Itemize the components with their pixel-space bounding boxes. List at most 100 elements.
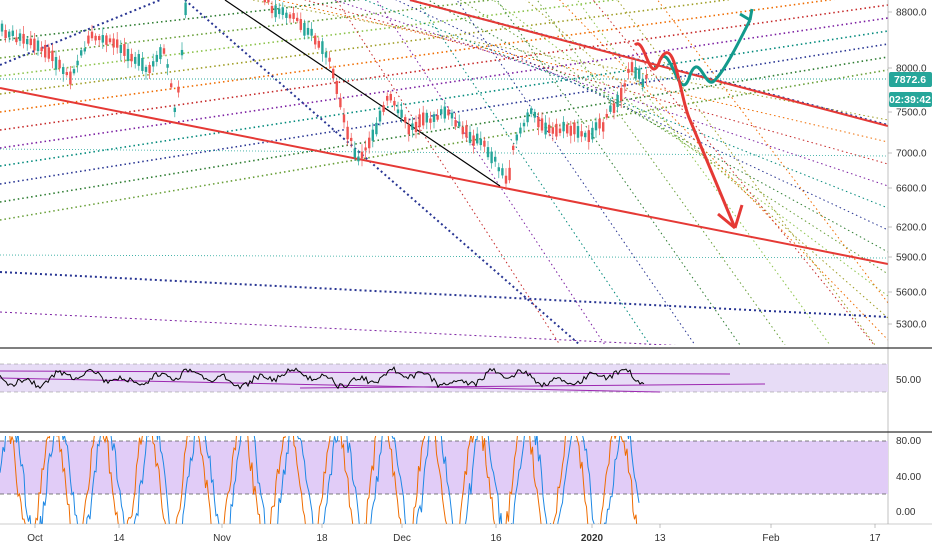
candle-body xyxy=(303,23,306,36)
candle-body xyxy=(296,17,299,22)
candle-body xyxy=(101,35,104,43)
candle-body xyxy=(33,38,36,51)
candle-body xyxy=(382,105,385,112)
candle-body xyxy=(148,64,151,74)
candle-body xyxy=(159,47,162,60)
candle-body xyxy=(533,111,536,118)
candle-body xyxy=(144,66,148,72)
candle-body xyxy=(51,50,54,62)
candle-body xyxy=(479,138,482,146)
candle-body xyxy=(119,44,122,53)
time-tick-label: 2020 xyxy=(581,533,604,544)
candle-body xyxy=(476,133,479,144)
candle-body xyxy=(497,167,500,172)
candle-body xyxy=(80,50,83,56)
candle-body xyxy=(299,19,302,30)
candle-body xyxy=(328,57,331,62)
candle-body xyxy=(465,125,468,138)
time-tick-label: Dec xyxy=(393,533,411,544)
candle-body xyxy=(620,88,623,101)
candle-body xyxy=(54,57,58,70)
candle-body xyxy=(522,122,526,127)
candle-body xyxy=(483,140,486,147)
candle-body xyxy=(116,39,119,48)
candle-body xyxy=(134,56,137,64)
candle-body xyxy=(447,109,450,116)
candle-body xyxy=(425,112,428,123)
candle-body xyxy=(342,114,346,123)
price-axis: 8800.0 8000.0 7500.0 7000.0 6600.0 6200.0 5900… xyxy=(887,0,927,524)
candle-body xyxy=(616,94,619,107)
rsi-line xyxy=(0,366,645,390)
candle-body xyxy=(634,67,637,79)
candle-body xyxy=(152,61,155,67)
candle-body xyxy=(396,109,400,114)
price-tick-label: 5300.0 xyxy=(896,320,927,331)
candle-body xyxy=(22,33,25,44)
candle-body xyxy=(562,121,565,132)
candle-body xyxy=(602,122,605,132)
candle-body xyxy=(173,107,176,113)
candle-body xyxy=(440,109,443,115)
candle-body xyxy=(105,35,108,45)
candle-body xyxy=(339,98,342,108)
candle-body xyxy=(47,47,50,59)
candle-body xyxy=(472,135,475,146)
candle-body xyxy=(645,74,648,79)
candle-body xyxy=(573,122,576,135)
candle-body xyxy=(108,38,112,43)
candle-body xyxy=(526,112,529,123)
candle-body xyxy=(44,44,47,58)
candle-body xyxy=(551,127,554,134)
candle-body xyxy=(548,124,551,133)
candle-body xyxy=(72,69,76,74)
time-tick-label: 18 xyxy=(316,533,328,544)
candle-body xyxy=(170,83,173,88)
countdown-badge-text: 02:39:42 xyxy=(889,94,931,106)
candle-body xyxy=(87,35,90,44)
candle-body xyxy=(18,33,22,41)
candle-body xyxy=(454,120,457,127)
candle-body xyxy=(155,54,158,62)
candle-body xyxy=(274,5,277,18)
time-axis: Oct 14 Nov 18 Dec 16 2020 13 Feb 17 xyxy=(0,523,932,544)
candle-body xyxy=(346,126,349,140)
time-tick-label: 17 xyxy=(869,533,881,544)
candle-body xyxy=(69,71,72,85)
candle-body xyxy=(29,38,32,46)
forecast-down-arrowhead xyxy=(717,204,744,230)
candle-body xyxy=(627,68,630,73)
candle-body xyxy=(350,137,353,142)
candle-body xyxy=(630,62,634,73)
candle-body xyxy=(623,83,626,87)
candle-body xyxy=(490,151,493,164)
price-tick-label: 7500.0 xyxy=(896,108,927,119)
candle-body xyxy=(278,8,281,15)
candle-body xyxy=(540,118,544,131)
candle-body xyxy=(609,105,612,112)
candle-body xyxy=(62,67,65,74)
candle-body xyxy=(584,132,587,138)
candle-body xyxy=(364,147,367,151)
time-tick-label: 13 xyxy=(654,533,666,544)
rsi-tick-50: 50.00 xyxy=(896,375,921,386)
candle-body xyxy=(580,131,583,137)
candle-body xyxy=(321,41,324,55)
candle-body xyxy=(450,112,454,119)
candle-body xyxy=(263,0,266,3)
candle-body xyxy=(494,156,497,162)
candle-body xyxy=(332,68,335,79)
candle-body xyxy=(537,116,540,128)
candle-body xyxy=(598,118,601,129)
candle-body xyxy=(605,113,608,118)
candle-body xyxy=(26,38,29,45)
candles xyxy=(0,0,648,191)
candle-body xyxy=(576,126,580,138)
candle-body xyxy=(375,122,378,135)
candle-body xyxy=(594,122,598,131)
stoch-band xyxy=(0,441,888,494)
candle-body xyxy=(558,128,562,134)
candle-body xyxy=(386,95,389,101)
candle-body xyxy=(530,108,533,114)
